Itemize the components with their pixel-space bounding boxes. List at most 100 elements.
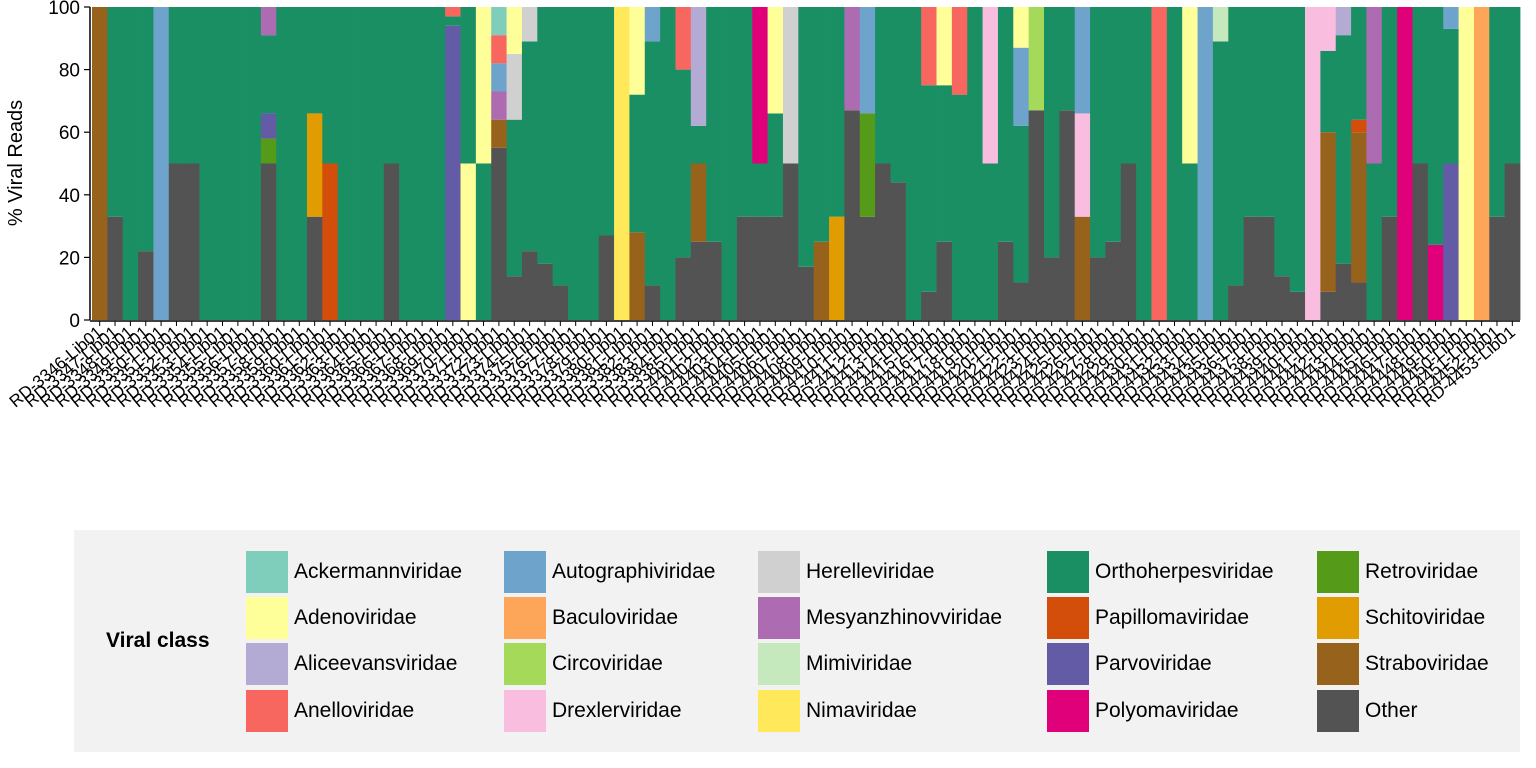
bar-segment-90-baculoviridae [1473,7,1490,320]
bar-segment-47-straboviridae [813,241,830,320]
bar-segment-55-adenoviridae [936,7,953,86]
bar-segment-25-orthoherpesviridae [475,163,492,320]
y-tick-label: 0 [69,311,80,332]
bar-segment-46-orthoherpesviridae [798,7,815,267]
bar-segment-5-orthoherpesviridae [168,7,185,164]
bar-segment-75-other [1243,216,1260,320]
y-tick-label: 80 [59,61,80,82]
legend-item-papillomaviridae: Papillomaviridae [1047,596,1249,640]
bar-segment-27-adenoviridae [506,7,523,54]
legend-label: Straboviridae [1365,652,1489,675]
bar-segment-11-retroviridae [260,138,277,164]
bar-segment-33-other [598,235,615,320]
bar-segment-53-orthoherpesviridae [905,7,922,320]
legend-label: Mesyanzhinovviridae [806,606,1003,629]
bar-segment-56-orthoherpesviridae [951,94,968,320]
legend-swatch [1047,690,1089,732]
legend-label: Mimiviridae [806,652,913,675]
bar-segment-64-autographiviridae [1074,7,1091,114]
bar-segment-69-anelloviridae [1151,7,1168,320]
legend-label: Circoviridae [552,652,663,675]
legend-item-parvoviridae: Parvoviridae [1047,642,1212,686]
bar-segment-89-adenoviridae [1458,7,1475,320]
bar-segment-59-other [997,241,1014,320]
bar-segment-3-orthoherpesviridae [138,7,154,252]
bar-segment-44-other [767,216,784,320]
bar-segment-40-other [706,241,722,320]
bar-segment-44-orthoherpesviridae [767,113,784,217]
legend-item-retroviridae: Retroviridae [1317,550,1478,594]
bar-segment-51-orthoherpesviridae [875,7,891,164]
bar-segment-18-orthoherpesviridae [368,7,385,320]
bar-segment-91-other [1489,216,1506,320]
bar-segment-45-other [782,163,799,320]
bar-segment-83-mesyanzhinovviridae [1366,7,1383,164]
bar-segment-50-autographiviridae [859,7,876,114]
y-tick-label: 20 [59,248,80,269]
bar-segment-60-orthoherpesviridae [1013,125,1030,283]
legend-label: Orthoherpesviridae [1095,560,1274,583]
bar-segment-16-orthoherpesviridae [337,7,354,320]
bar-segment-56-anelloviridae [951,7,968,95]
legend-item-circoviridae: Circoviridae [504,642,663,686]
bar-segment-23-orthoherpesviridae [445,16,461,26]
bar-segment-11-other [260,163,277,320]
bar-segment-5-other [168,163,185,320]
bar-segment-92-orthoherpesviridae [1504,7,1521,164]
bar-segment-85-polyomaviridae [1397,7,1413,320]
legend-item-ackermannviridae: Ackermannviridae [246,550,462,594]
bar-segment-36-autographiviridae [644,7,661,42]
bar-segment-91-orthoherpesviridae [1489,7,1506,217]
y-tick-label: 60 [59,123,80,144]
legend-swatch [246,597,288,639]
bar-segment-72-autographiviridae [1197,7,1214,320]
bar-segment-86-other [1412,163,1429,320]
bar-segment-63-orthoherpesviridae [1059,7,1076,111]
bar-segment-26-ackermannviridae [491,7,507,36]
bar-segment-77-orthoherpesviridae [1274,7,1291,277]
bar-segment-10-orthoherpesviridae [245,7,262,320]
legend-label: Herelleviridae [806,560,935,583]
legend-label: Parvoviridae [1095,652,1212,675]
legend-swatch [1317,643,1359,685]
legend-item-mesyanzhinovviridae: Mesyanzhinovviridae [758,596,1002,640]
legend-label: Other [1365,699,1418,722]
legend-swatch [758,690,800,732]
bar-segment-41-orthoherpesviridae [721,7,738,320]
bar-segment-15-orthoherpesviridae [322,7,339,164]
legend-item-herelleviridae: Herelleviridae [758,550,934,594]
bar-segment-11-mesyanzhinovviridae [260,7,277,36]
bar-segment-77-other [1274,276,1291,320]
legend-swatch [758,551,800,593]
bar-segment-11-orthoherpesviridae [260,35,277,114]
bar-segment-42-other [736,216,753,320]
bar-segment-74-other [1228,285,1245,320]
legend-swatch [504,690,546,732]
bar-segment-58-orthoherpesviridae [982,163,999,320]
legend-label: Baculoviridae [552,606,679,629]
bar-segment-28-herelleviridae [521,7,538,42]
bar-segment-81-aliceevansviridae [1335,7,1352,36]
legend-item-schitoviridae: Schitoviridae [1317,596,1485,640]
bar-segment-8-orthoherpesviridae [214,7,231,320]
bar-segment-55-other [936,241,953,320]
bar-segment-74-orthoherpesviridae [1228,7,1245,286]
bar-segment-22-orthoherpesviridae [429,7,446,320]
bar-segment-86-orthoherpesviridae [1412,7,1429,164]
bar-segment-82-other [1351,282,1367,320]
bar-segment-82-papillomaviridae [1351,119,1367,133]
bar-segment-50-retroviridae [859,113,876,217]
legend-swatch [504,643,546,685]
bar-segment-60-autographiviridae [1013,47,1030,126]
bar-segment-14-orthoherpesviridae [306,7,323,114]
bar-segment-38-orthoherpesviridae [675,69,692,258]
bar-segment-26-autographiviridae [491,63,507,92]
bar-segment-88-parvoviridae [1443,163,1459,320]
bar-segment-1-other [107,216,124,320]
bar-segment-38-anelloviridae [675,7,692,70]
bar-segment-26-mesyanzhinovviridae [491,91,507,120]
bar-segment-87-polyomaviridae [1427,244,1444,320]
legend-label: Adenoviridae [294,606,417,629]
legend-swatch [1047,643,1089,685]
legend-label: Drexlerviridae [552,699,682,722]
